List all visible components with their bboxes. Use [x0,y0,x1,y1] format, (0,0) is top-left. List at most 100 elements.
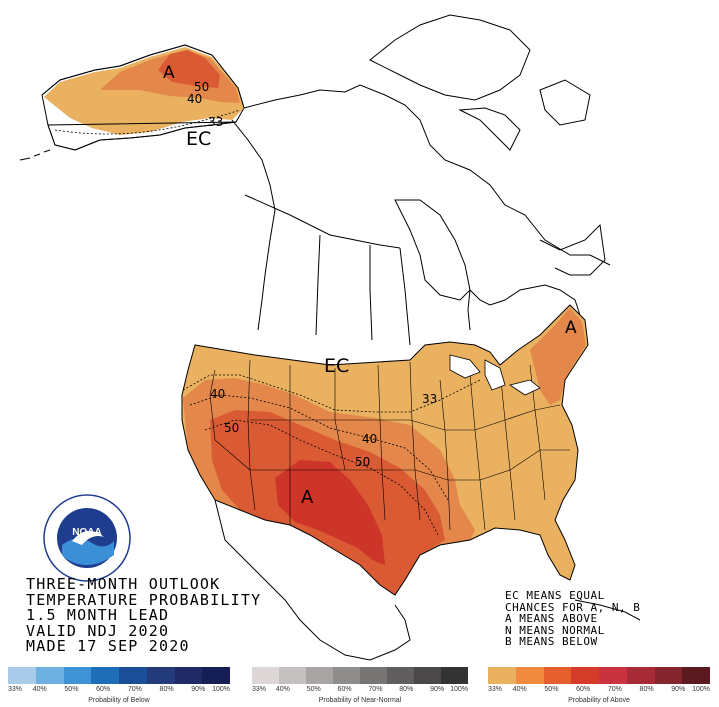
alaska-label-40: 40 [187,92,202,106]
canada-east [469,284,581,316]
scale-normal-tick: 60% [337,686,352,693]
caribbean-cuba [574,599,641,621]
scale-above: 33% 40% 50% 60% 70% 80% 90% 100% Probability of… [488,667,710,705]
scale-below-bar [8,667,230,684]
scale-normal-swatch [414,667,441,684]
conus-label-ec: EC [324,355,349,377]
scale-normal-tick: 40% [275,686,290,693]
scale-above-ticks: 33% 40% 50% 60% 70% 80% 90% 100% [488,686,710,696]
scale-normal-swatch [252,667,279,684]
alaska-33-contour [54,109,241,135]
scale-normal-tick: 50% [306,686,321,693]
canada-mb-on-line [399,247,411,346]
svg-text:NOAA: NOAA [72,527,101,538]
scale-below-tick: 60% [96,686,111,693]
conus-label-33: 33 [422,392,437,406]
scale-normal-swatch [360,667,387,684]
scale-above-swatch [488,667,516,684]
canada-hudson-bay [394,199,471,301]
conus-label-50-west: 50 [224,421,239,435]
alaska-label-33: 33 [208,115,223,129]
scale-normal-ticks: 33% 40% 50% 60% 70% 80% 90% 100% [252,686,468,696]
alaska-label-ec: EC [186,128,211,150]
title-line-3: 1.5 MONTH LEAD [26,606,170,624]
conus-label-40-west: 40 [210,387,225,401]
legend-note-1: EC MEANS EQUAL [505,589,605,602]
scale-below-swatch [202,667,230,684]
legend-note-3: A MEANS ABOVE [505,612,598,625]
scale-below-tick: 100% [212,686,230,693]
scale-above-caption: Probability of Above [568,697,630,704]
conus-contour-50 [204,419,439,536]
scale-above-tick: 60% [576,686,591,693]
canada-nunavut-line [244,194,401,249]
scale-normal-caption: Probability of Near-Normal [318,697,402,704]
scale-normal-tick: 80% [399,686,414,693]
scale-below-swatch [35,667,64,684]
scale-below-tick: 40% [32,686,47,693]
scale-below-tick: 33% [8,686,23,693]
scale-below: 33% 40% 50% 60% 70% 80% 90% 100% Probability of… [8,667,230,705]
canada-labrador [539,223,606,276]
scale-normal-swatch [441,667,468,684]
scale-above-bar [488,667,710,684]
scale-below-tick: 70% [127,686,142,693]
canada-ab-sk-line [315,234,321,336]
title-block: THREE-MONTH OUTLOOK TEMPERATURE PROBABIL… [26,575,262,655]
northeast-label-a: A [565,318,577,338]
conus-label-50-east: 50 [355,455,370,469]
conus-contour-33 [182,374,481,413]
scale-above-tick: 80% [639,686,654,693]
noaa-logo: NOAA [43,494,131,582]
legend-notes: EC MEANS EQUAL CHANCES FOR A, N, B A MEA… [505,590,640,648]
alaska-coast [41,44,245,151]
title-line-2: TEMPERATURE PROBABILITY [26,590,262,609]
scale-above-tick: 90% [671,686,686,693]
title-line-1: THREE-MONTH OUTLOOK [26,575,221,593]
scale-above-swatch [654,667,683,684]
scale-normal-swatch [333,667,360,684]
canada-on-qc-line [467,289,471,331]
scale-above-swatch [571,667,599,684]
scale-below-tick: 90% [191,686,206,693]
scale-below-caption: Probability of Below [88,697,150,704]
scale-below-swatch [119,667,147,684]
scale-normal-swatch [387,667,414,684]
scale-above-tick: 70% [607,686,622,693]
mexico-outline [214,499,411,661]
title-line-4: VALID NDJ 2020 [26,621,170,640]
scale-above-tick: 33% [488,686,503,693]
scale-above-tick: 40% [512,686,527,693]
conus-label-40-east: 40 [362,432,377,446]
southwest-label-a: A [301,487,314,508]
scale-above-tick: 100% [692,686,710,693]
legend-note-2: CHANCES FOR A, N, B [505,600,641,614]
conus-region: EC 33 40 50 40 50 A A [181,304,641,661]
scale-normal-tick: 90% [430,686,445,693]
title-line-5: MADE 17 SEP 2020 [26,637,190,655]
scale-normal-swatch [306,667,333,684]
scale-normal-tick: 100% [450,686,468,693]
conus-above-60 [275,460,385,565]
canada-arctic-islands [369,14,591,151]
scale-below-swatch [146,667,175,684]
scale-above-swatch [515,667,544,684]
scale-below-swatch [8,667,36,684]
great-lakes [449,354,541,396]
alaska-aleutians [19,149,51,161]
scale-below-tick: 50% [64,686,79,693]
scale-above-swatch [682,667,710,684]
scale-below-swatch [63,667,92,684]
alaska-label-a: A [163,63,175,83]
scale-below-tick: 80% [159,686,174,693]
alaska-region: A 50 40 33 EC [19,44,276,241]
scale-below-ticks: 33% 40% 50% 60% 70% 80% 90% 100% [8,686,230,696]
scale-normal: 33% 40% 50% 60% 70% 80% 90% 100% Probability of… [252,667,468,705]
scale-normal-tick: 70% [368,686,383,693]
conus-outline [181,304,589,596]
scale-above-swatch [599,667,627,684]
scale-above-swatch [543,667,572,684]
alaska-label-50: 50 [194,80,209,94]
scale-below-swatch [174,667,203,684]
